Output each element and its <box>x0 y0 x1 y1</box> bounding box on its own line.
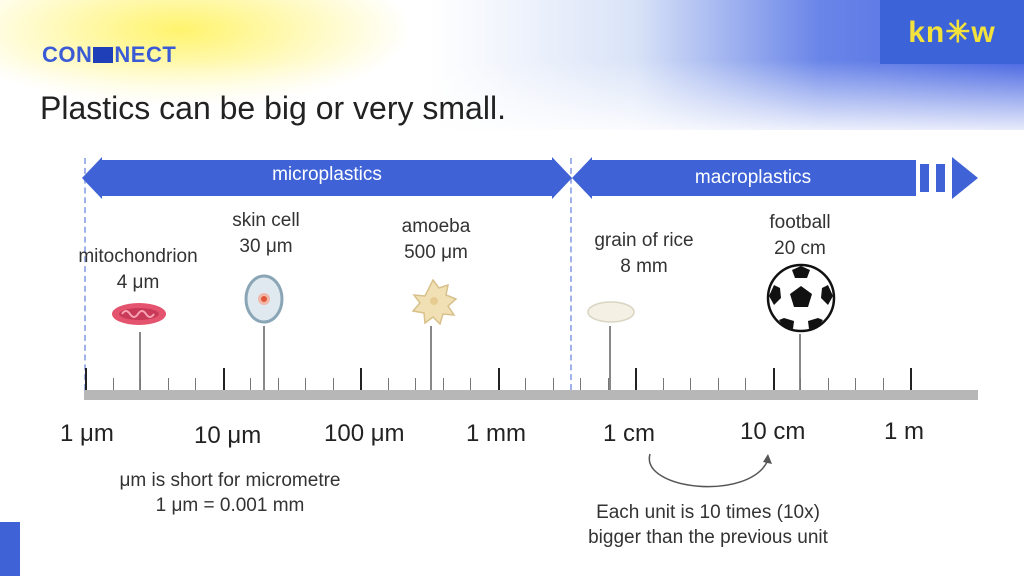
minor-tick <box>745 378 746 390</box>
football-icon <box>766 263 836 333</box>
major-tick <box>772 368 775 390</box>
note-micrometre-line2: 1 μm = 0.001 mm <box>155 495 305 516</box>
minor-tick <box>387 378 389 390</box>
logo-text-right: NECT <box>114 42 177 67</box>
mitochondrion-name: mitochondrion <box>78 246 198 267</box>
scale-axis <box>84 390 978 400</box>
minor-tick <box>442 378 444 390</box>
minor-tick <box>415 378 416 390</box>
minor-tick <box>305 378 306 390</box>
macro-arrow-segment-1 <box>920 164 929 192</box>
macro-arrow-left-head <box>572 157 592 199</box>
minor-tick <box>882 378 884 390</box>
mitochondrion-stem <box>139 332 141 390</box>
amoeba-icon <box>411 278 458 326</box>
logo-bar <box>93 47 114 63</box>
mitochondrion-size: 4 μm <box>116 272 160 293</box>
amoeba-size: 500 μm <box>404 242 468 263</box>
rice-size: 8 mm <box>620 256 668 277</box>
minor-tick <box>195 378 196 390</box>
unit-10um: 10 μm <box>194 422 262 449</box>
macro-arrow-right-head <box>952 157 978 199</box>
minor-tick <box>167 378 169 390</box>
page-title: Plastics can be big or very small. <box>40 90 506 126</box>
unit-1um: 1 μm <box>60 420 114 447</box>
skin-cell-stem <box>263 326 265 390</box>
unit-1cm: 1 cm <box>603 420 656 447</box>
football-stem <box>799 334 801 390</box>
major-tick <box>360 368 362 390</box>
note-scale: Each unit is 10 times (10x) bigger than … <box>548 500 868 550</box>
unit-1m: 1 m <box>884 418 925 445</box>
minor-tick <box>717 378 719 390</box>
rice-stem <box>609 326 611 390</box>
major-tick <box>85 368 87 390</box>
minor-tick <box>140 378 141 390</box>
major-tick <box>497 368 500 390</box>
left-dashed-line <box>84 158 86 390</box>
amoeba-name: amoeba <box>401 216 471 237</box>
football-name: football <box>769 212 831 233</box>
major-tick <box>222 368 225 390</box>
skin-cell-size: 30 μm <box>239 236 293 257</box>
note-micrometre-line1: μm is short for micrometre <box>119 470 341 491</box>
corner-accent <box>0 522 20 576</box>
microplastics-arrow: microplastics <box>100 160 554 196</box>
unit-100um: 100 μm <box>324 420 405 447</box>
micro-arrow-right-head <box>552 157 572 199</box>
know-logo-text: kn✳w <box>908 15 996 49</box>
macro-arrow-segment-2 <box>936 164 945 192</box>
minor-tick <box>332 378 334 390</box>
micro-arrow-left-head <box>82 157 102 199</box>
note-micrometre: μm is short for micrometre 1 μm = 0.001 … <box>84 468 376 518</box>
label-mitochondrion: mitochondrion 4 μm <box>58 244 218 296</box>
minor-tick <box>470 378 471 390</box>
minor-tick <box>552 378 554 390</box>
macroplastics-label: macroplastics <box>694 167 812 188</box>
know-logo: kn✳w <box>880 0 1024 64</box>
label-amoeba: amoeba 500 μm <box>376 214 496 266</box>
amoeba-stem <box>430 326 432 390</box>
major-tick <box>910 368 912 390</box>
unit-10cm: 10 cm <box>740 418 806 445</box>
rice-grain-icon <box>587 301 635 323</box>
logo-text-left: CON <box>42 42 93 67</box>
label-skin-cell: skin cell 30 μm <box>206 208 326 260</box>
note-scale-line2: bigger than the previous unit <box>588 527 828 548</box>
minor-tick <box>250 378 251 390</box>
football-size: 20 cm <box>774 238 826 259</box>
minor-tick <box>690 378 691 390</box>
curved-arrow-icon <box>648 453 772 488</box>
minor-tick <box>800 378 801 390</box>
rice-name: grain of rice <box>594 230 694 251</box>
minor-tick <box>580 378 581 390</box>
macroplastics-arrow: macroplastics <box>590 160 916 196</box>
header-fade <box>0 60 1024 140</box>
note-scale-line1: Each unit is 10 times (10x) <box>596 502 820 523</box>
minor-tick <box>525 378 526 390</box>
connect-logo: CON NECT <box>42 42 176 68</box>
label-football: football 20 cm <box>740 210 860 262</box>
minor-tick <box>607 378 609 390</box>
microplastics-label: microplastics <box>272 164 382 185</box>
minor-tick <box>662 378 664 390</box>
mitochondrion-icon <box>112 303 166 325</box>
minor-tick <box>855 378 856 390</box>
label-grain-of-rice: grain of rice 8 mm <box>574 228 714 280</box>
micro-macro-dashed-line <box>570 158 572 390</box>
unit-1mm: 1 mm <box>466 420 526 447</box>
minor-tick <box>827 378 829 390</box>
skin-cell-icon <box>244 274 284 324</box>
minor-tick <box>112 378 114 390</box>
skin-cell-name: skin cell <box>232 210 300 231</box>
major-tick <box>635 368 637 390</box>
minor-tick <box>277 378 279 390</box>
